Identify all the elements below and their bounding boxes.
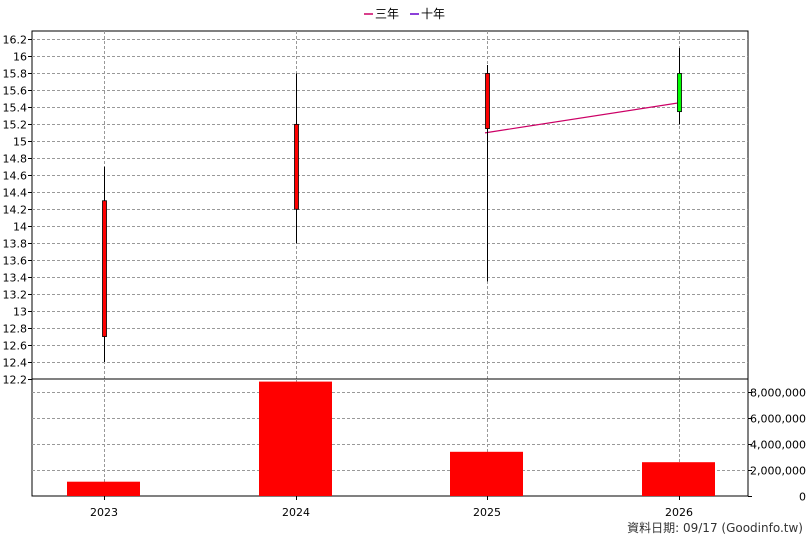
price-tick-label: 15.6 xyxy=(3,85,28,98)
price-tick-label: 12.4 xyxy=(3,357,28,370)
price-tick-label: 14.8 xyxy=(3,153,28,166)
volume-bar xyxy=(67,481,140,496)
volume-tick-label: 4,000,000 xyxy=(750,439,806,452)
volume-tick-label: 0 xyxy=(799,491,806,504)
price-tick-label: 15.2 xyxy=(3,119,28,132)
x-tick-label: 2024 xyxy=(282,506,310,519)
volume-bar xyxy=(450,451,523,496)
price-tick-label: 12.6 xyxy=(3,340,28,353)
volume-tick-label: 6,000,000 xyxy=(750,413,806,426)
price-tick-label: 15.8 xyxy=(3,68,28,81)
volume-tick-label: 2,000,000 xyxy=(750,465,806,478)
legend-label: 十年 xyxy=(421,7,445,21)
volume-frame xyxy=(31,378,749,497)
price-tick-label: 14 xyxy=(13,221,27,234)
price-tick-label: 13.6 xyxy=(3,255,28,268)
price-tick-label: 14.2 xyxy=(3,204,28,217)
price-tick-label: 14.6 xyxy=(3,170,28,183)
series-line xyxy=(484,102,678,134)
price-tick-label: 13.8 xyxy=(3,238,28,251)
volume-panel: 0 2,000,000 4,000,000 6,000,000 8,000,000 xyxy=(31,378,806,504)
price-tick-label: 16 xyxy=(13,51,27,64)
price-tick-label: 13 xyxy=(13,306,27,319)
price-tick-label: 12.8 xyxy=(3,323,28,336)
price-tick-label: 15.4 xyxy=(3,102,28,115)
volume-tick-label: 8,000,000 xyxy=(750,387,806,400)
candle-body xyxy=(677,73,682,113)
price-tick-label: 12.2 xyxy=(3,374,28,387)
x-tick-label: 2023 xyxy=(90,506,118,519)
legend-label: 三年 xyxy=(375,7,399,21)
price-frame xyxy=(31,30,749,380)
price-tick-label: 15 xyxy=(13,136,27,149)
price-panel: 12.2 12.4 12.6 12.8 13 13.2 13.4 13.6 13.8 14 14.2… xyxy=(3,30,749,387)
price-tick-label: 13.2 xyxy=(3,289,28,302)
price-tick-label: 14.4 xyxy=(3,187,28,200)
legend: 三年 十年 xyxy=(364,7,445,21)
candle-body xyxy=(485,73,490,130)
candle-body xyxy=(294,123,299,210)
volume-bar xyxy=(642,462,715,496)
x-axis: 2023 2024 2025 2026 xyxy=(90,496,693,519)
price-tick-label: 16.2 xyxy=(3,34,28,47)
volume-bar xyxy=(259,381,332,496)
price-tick-label: 13.4 xyxy=(3,272,28,285)
x-tick-label: 2025 xyxy=(473,506,501,519)
footer-date: 資料日期: 09/17 (Goodinfo.tw) xyxy=(627,521,803,535)
x-tick-label: 2026 xyxy=(665,506,693,519)
candle-body xyxy=(102,200,107,337)
